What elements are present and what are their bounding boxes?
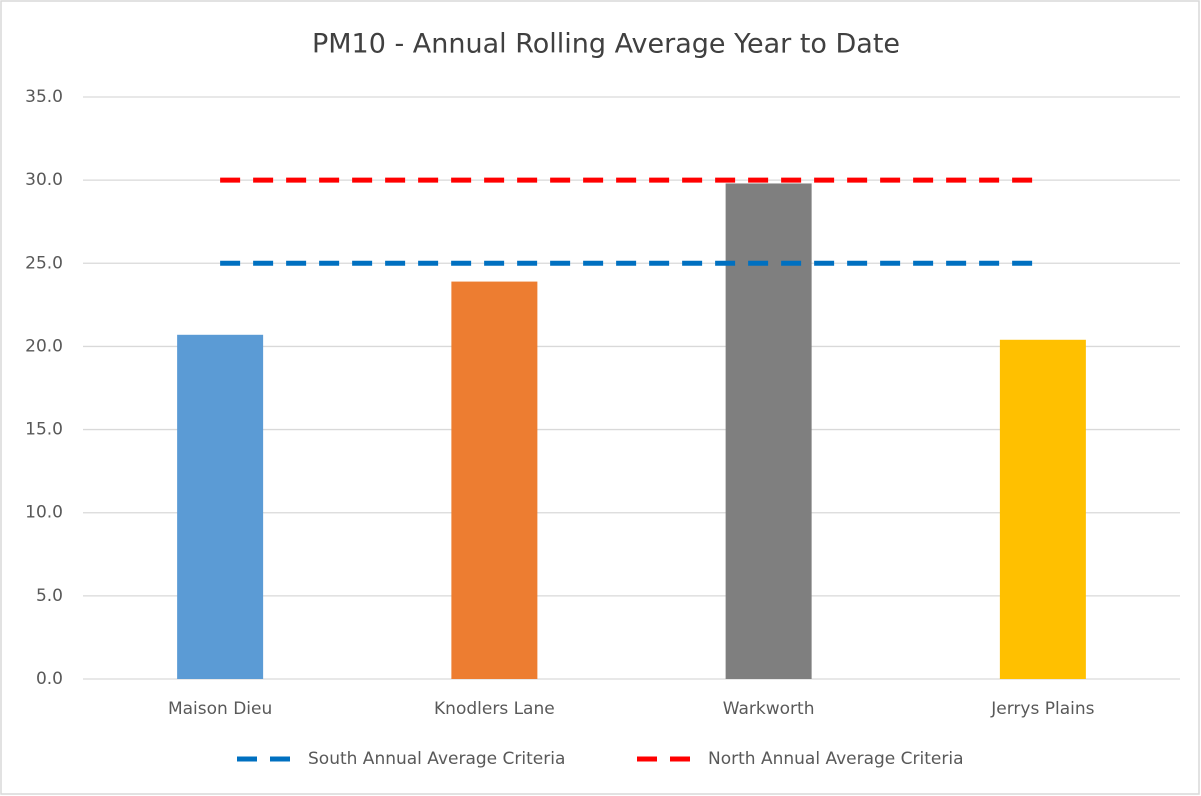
y-tick-label: 10.0 [25, 503, 63, 523]
bar [725, 183, 812, 679]
y-tick-label: 20.0 [25, 336, 63, 356]
x-tick-label: Jerrys Plains [990, 699, 1094, 719]
y-tick-label: 15.0 [25, 420, 63, 440]
y-tick-label: 25.0 [25, 253, 63, 273]
legend-label: North Annual Average Criteria [708, 749, 964, 769]
x-tick-label: Knodlers Lane [434, 699, 555, 719]
legend-label: South Annual Average Criteria [308, 749, 565, 769]
y-tick-label: 0.0 [36, 669, 63, 689]
x-tick-label: Warkworth [723, 699, 815, 719]
y-tick-label: 5.0 [36, 586, 63, 606]
y-tick-label: 30.0 [25, 170, 63, 190]
x-tick-label: Maison Dieu [168, 699, 272, 719]
y-tick-label: 35.0 [25, 87, 63, 107]
bar [999, 339, 1086, 679]
chart-title: PM10 - Annual Rolling Average Year to Da… [312, 29, 900, 60]
bar [451, 281, 538, 679]
bar [177, 334, 264, 679]
